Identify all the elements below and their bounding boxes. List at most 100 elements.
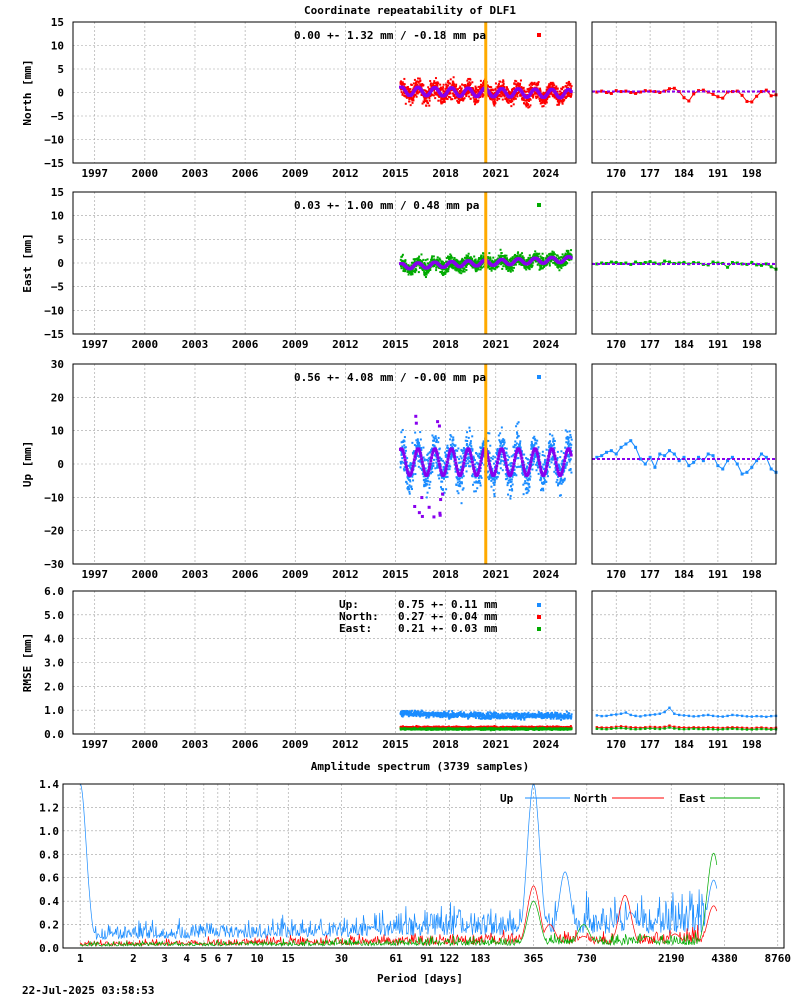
data-point	[451, 82, 454, 85]
model-point	[417, 511, 421, 515]
data-point	[541, 267, 544, 270]
data-point	[553, 446, 556, 449]
model-point	[455, 464, 459, 468]
data-point	[538, 252, 541, 255]
data-point	[486, 84, 489, 87]
data-point	[424, 467, 427, 470]
data-point	[522, 483, 525, 486]
model-point	[506, 470, 510, 474]
data-point	[475, 480, 478, 483]
model-point	[554, 460, 558, 464]
data-point	[551, 458, 554, 461]
data-point	[429, 83, 432, 86]
data-point	[543, 265, 546, 268]
data-point	[500, 450, 503, 453]
data-point	[444, 87, 447, 90]
data-point	[467, 255, 470, 258]
model-point	[535, 450, 539, 454]
data-point	[403, 436, 406, 439]
data-point	[447, 81, 450, 84]
data-point	[517, 251, 520, 254]
model-point	[402, 455, 406, 459]
data-point	[434, 435, 437, 438]
inset-data-point	[701, 88, 705, 92]
data-point	[447, 267, 450, 270]
model-point	[437, 459, 441, 463]
data-point	[533, 444, 536, 447]
data-point	[543, 477, 546, 480]
data-point	[440, 457, 443, 460]
data-point	[446, 447, 449, 450]
data-point	[440, 101, 443, 104]
data-point	[504, 447, 507, 450]
data-point	[541, 450, 544, 453]
model-point	[536, 452, 540, 456]
model-point	[494, 467, 498, 471]
data-point	[551, 250, 554, 253]
data-point	[448, 265, 451, 268]
data-point	[542, 468, 545, 471]
data-point	[401, 428, 404, 431]
data-point	[502, 94, 505, 97]
data-point	[438, 447, 441, 450]
data-point	[479, 475, 482, 478]
data-point	[500, 459, 503, 462]
data-point	[497, 449, 500, 452]
data-point	[438, 456, 441, 459]
data-point	[563, 479, 566, 482]
data-point	[433, 437, 436, 440]
data-point	[531, 265, 534, 268]
data-point	[411, 269, 414, 272]
data-point	[445, 260, 448, 263]
data-point	[471, 473, 474, 476]
data-point	[462, 452, 465, 455]
data-point	[498, 471, 501, 474]
model-point	[504, 461, 508, 465]
model-point	[538, 465, 542, 469]
data-point	[514, 444, 517, 447]
data-point	[559, 480, 562, 483]
inset-x-tick-label: 184	[674, 338, 694, 351]
model-point	[505, 464, 509, 468]
model-point	[509, 472, 513, 476]
data-point	[509, 92, 512, 95]
data-point	[432, 464, 435, 467]
data-point	[432, 82, 435, 85]
model-point	[522, 466, 526, 470]
data-point	[568, 436, 571, 439]
model-point	[495, 461, 499, 465]
model-point	[521, 463, 525, 467]
inset-data-point	[643, 89, 647, 93]
data-point	[462, 487, 465, 490]
model-point	[476, 471, 480, 475]
model-point	[528, 463, 532, 467]
data-point	[519, 440, 522, 443]
data-point	[456, 481, 459, 484]
data-point	[450, 254, 453, 257]
data-point	[442, 86, 445, 89]
data-point	[545, 89, 548, 92]
data-point	[558, 257, 561, 260]
data-point	[490, 456, 493, 459]
data-point	[465, 459, 468, 462]
data-point	[556, 254, 559, 257]
data-point	[545, 448, 548, 451]
data-point	[540, 264, 543, 267]
data-point	[498, 262, 501, 265]
data-point	[416, 455, 419, 458]
data-point	[499, 432, 502, 435]
data-point	[516, 255, 519, 258]
data-point	[489, 98, 492, 101]
data-point	[414, 81, 417, 84]
data-point	[411, 475, 414, 478]
data-point	[493, 99, 496, 102]
inset-data-point	[745, 470, 749, 474]
data-point	[474, 490, 477, 493]
data-point	[424, 484, 427, 487]
data-point	[465, 443, 468, 446]
inset-data-point	[745, 262, 749, 266]
data-point	[553, 440, 556, 443]
model-point	[428, 462, 432, 466]
data-point	[505, 266, 508, 269]
model-point	[545, 461, 549, 465]
